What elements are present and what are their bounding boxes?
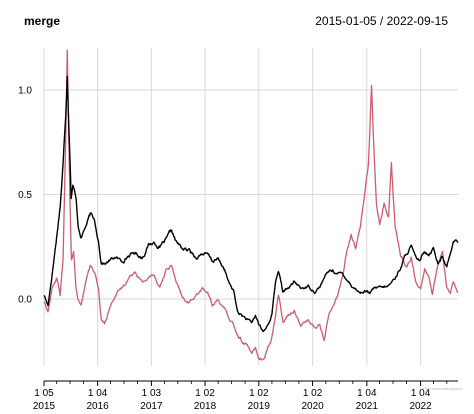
x-tick-label: 1 02 xyxy=(249,388,269,399)
x-tick-label: 1 04 xyxy=(88,388,108,399)
x-tick-label: 1 02 xyxy=(195,388,215,399)
series-line-red xyxy=(43,49,459,361)
y-tick-label: 0.0 xyxy=(18,295,32,306)
x-tick-year: 2017 xyxy=(140,401,163,412)
x-tick-year: 2020 xyxy=(301,401,324,412)
x-tick-year: 2021 xyxy=(356,401,379,412)
series-line-black xyxy=(43,75,459,333)
y-tick-label: 1.0 xyxy=(18,85,32,96)
x-tick-label: 1 04 xyxy=(357,388,377,399)
x-tick-year: 2022 xyxy=(409,401,432,412)
x-tick-year: 2018 xyxy=(194,401,217,412)
x-tick-year: 2015 xyxy=(33,401,56,412)
x-tick-label: 1 05 xyxy=(34,388,54,399)
axis-layer: 0.0 0.5 1.0 1 05 2015 1 04 2016 1 03 2017 1 02 201… xyxy=(18,85,458,412)
grid-layer xyxy=(43,48,458,366)
chart-title: merge xyxy=(24,14,61,28)
series-layer xyxy=(43,49,459,361)
watermark-text: © PerformanceAnalytics xyxy=(419,386,462,391)
y-tick-label: 0.5 xyxy=(18,190,32,201)
x-tick-label: 1 03 xyxy=(142,388,162,399)
x-tick-label: 1 02 xyxy=(303,388,323,399)
x-tick-label: 1 04 xyxy=(411,388,431,399)
x-tick-year: 2016 xyxy=(87,401,110,412)
chart-date-range: 2015-01-05 / 2022-09-15 xyxy=(315,14,448,28)
x-tick-year: 2019 xyxy=(248,401,271,412)
